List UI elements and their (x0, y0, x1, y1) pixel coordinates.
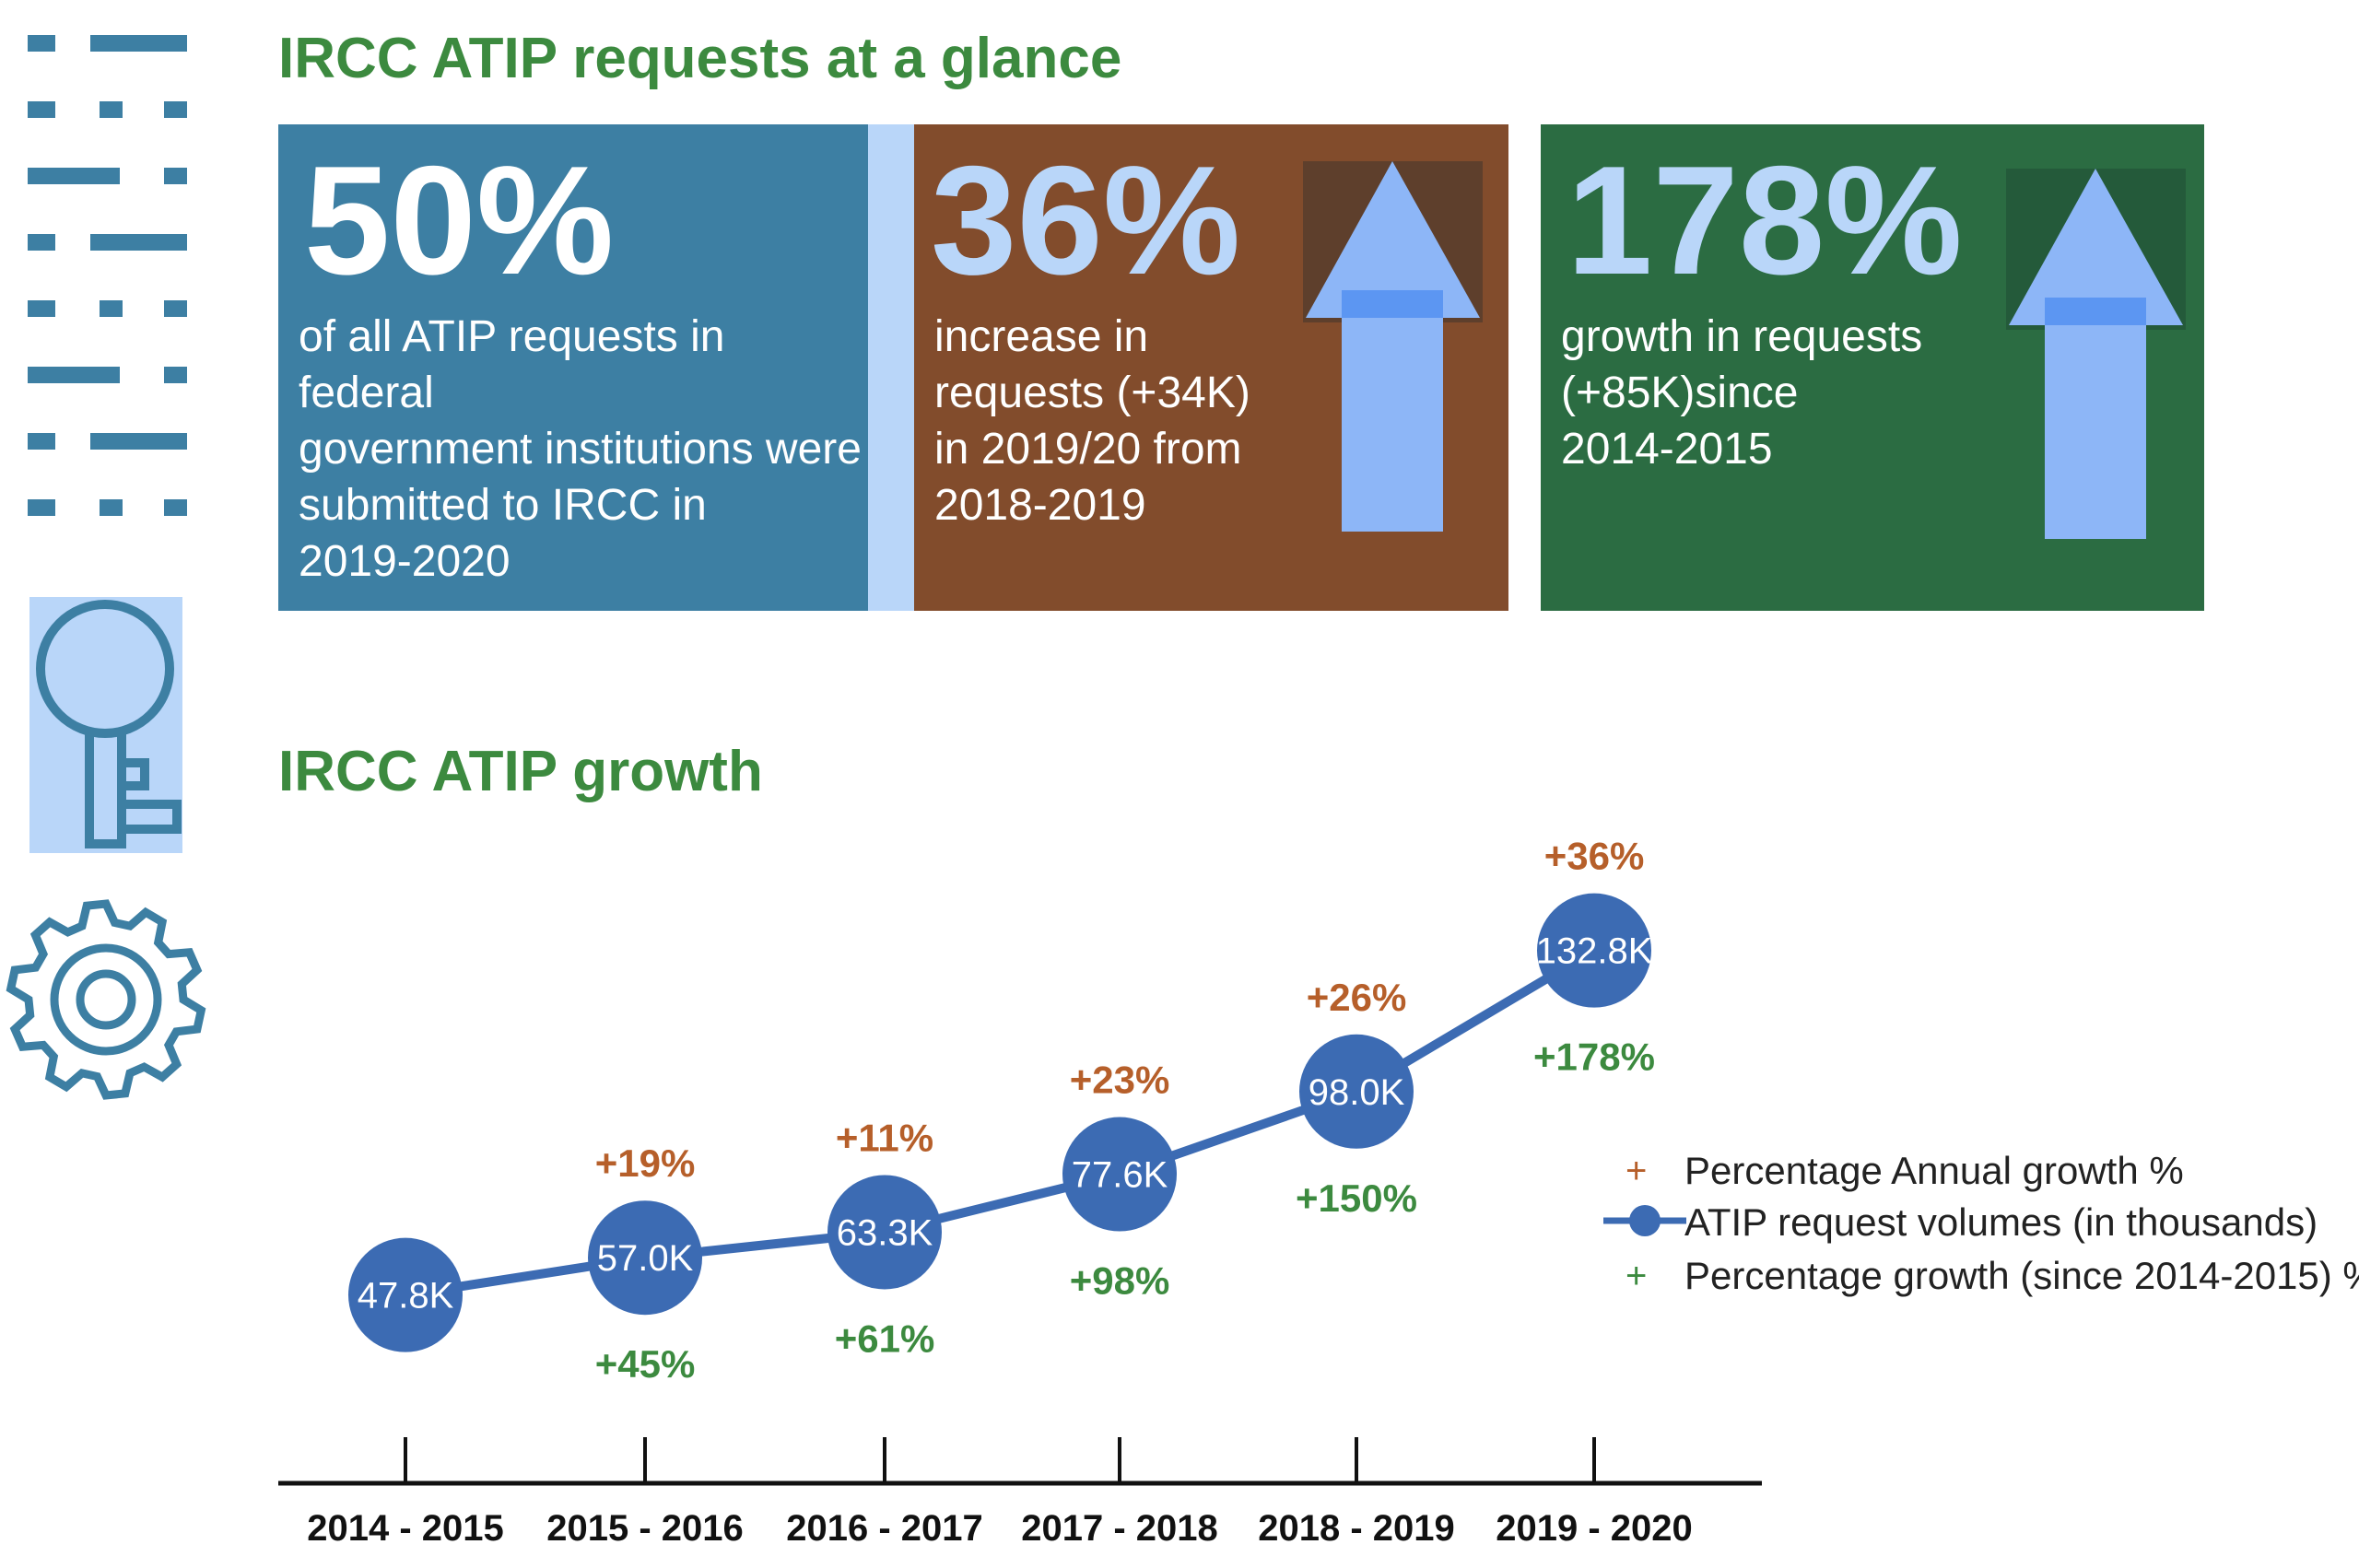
up-arrow-icon (1303, 161, 1483, 532)
legend-label-volume: ATIP request volumes (in thousands) (1684, 1200, 2318, 1244)
cumulative-growth-label: +150% (1296, 1176, 1417, 1220)
dash-pattern-icon (28, 35, 187, 516)
volume-data-point (588, 1200, 702, 1316)
cumulative-growth-label: +45% (595, 1342, 696, 1386)
stat-value: 50% (304, 134, 615, 307)
x-tick-label: 2014 - 2015 (307, 1508, 504, 1549)
stat-value: 36% (931, 134, 1241, 307)
stat-card-annual-increase: 36% increase in requests (+34K) in 2019/… (914, 124, 1508, 611)
x-tick-label: 2019 - 2020 (1496, 1508, 1693, 1549)
cumulative-growth-label: +61% (835, 1316, 935, 1360)
legend-marker-cumulative: + (1625, 1256, 1648, 1296)
volume-data-point (827, 1175, 942, 1290)
legend-label-cumulative: Percentage growth (since 2014-2015) % (1684, 1254, 2359, 1297)
x-tick-label: 2015 - 2016 (546, 1508, 744, 1549)
card-separator (868, 124, 914, 611)
volume-data-label: 57.0K (597, 1238, 694, 1279)
volume-data-point (1537, 893, 1651, 1008)
volume-data-point (1299, 1034, 1414, 1149)
volume-data-label: 98.0K (1309, 1072, 1405, 1113)
cumulative-growth-label: +178% (1533, 1036, 1655, 1079)
key-icon (29, 597, 182, 853)
chart-legend: + Percentage Annual growth % ATIP reques… (1603, 1147, 2359, 1313)
stat-card-ircc-share: 50% of all ATIP requests in federal gove… (278, 124, 868, 611)
annual-growth-label: +26% (1307, 976, 1407, 1019)
volume-data-point (1062, 1117, 1177, 1232)
stat-description: of all ATIP requests in federal governme… (299, 312, 862, 586)
volume-series-line (405, 946, 1597, 1300)
legend-marker-volume (1603, 1205, 1686, 1236)
volume-data-label: 63.3K (837, 1212, 933, 1253)
volume-data-label: 132.8K (1536, 931, 1653, 972)
x-tick-label: 2017 - 2018 (1021, 1508, 1218, 1549)
legend-label-annual: Percentage Annual growth % (1684, 1149, 2184, 1192)
stat-value: 178% (1567, 134, 1963, 307)
x-tick-label: 2018 - 2019 (1258, 1508, 1455, 1549)
gear-icon (6, 899, 206, 1100)
volume-data-label: 77.6K (1072, 1155, 1168, 1196)
x-tick-label: 2016 - 2017 (786, 1508, 983, 1549)
annual-growth-label: +19% (595, 1141, 696, 1185)
volume-data-point (348, 1237, 463, 1352)
volume-data-label: 47.8K (358, 1276, 454, 1316)
stat-description: growth in requests (+85K)since 2014-2015 (1561, 312, 1923, 474)
stat-card-total-growth: 178% growth in requests (+85K)since 2014… (1541, 124, 2204, 611)
legend-marker-annual: + (1625, 1151, 1648, 1191)
annual-growth-label: +36% (1544, 835, 1645, 878)
stat-description: increase in requests (+34K) in 2019/20 f… (934, 312, 1250, 530)
annual-growth-label: +11% (836, 1116, 933, 1159)
annual-growth-label: +23% (1070, 1059, 1170, 1102)
cumulative-growth-label: +98% (1070, 1259, 1170, 1303)
up-arrow-icon (2006, 169, 2186, 539)
page-title: IRCC ATIP requests at a glance (278, 27, 1122, 90)
section-title: IRCC ATIP growth (278, 740, 763, 803)
